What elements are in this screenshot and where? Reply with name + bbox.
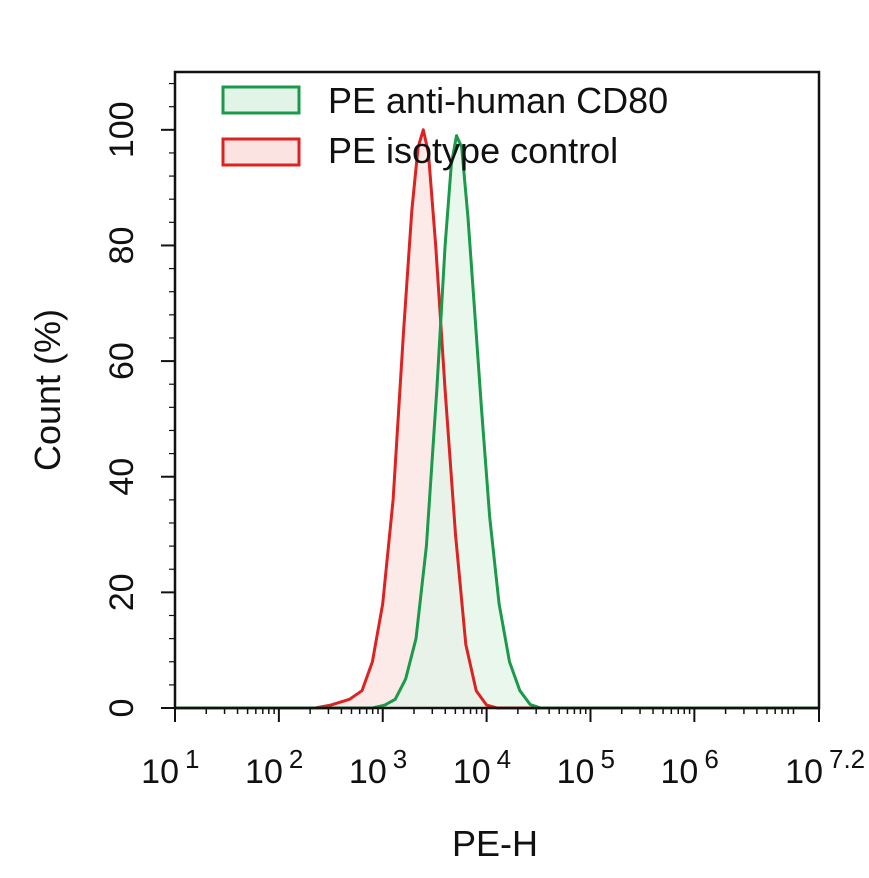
x-tick-base: 10 (661, 753, 699, 791)
y-tick-label-60: 60 (103, 342, 141, 380)
x-tick-exponent: 6 (704, 744, 718, 774)
series-layer (175, 128, 819, 710)
x-tick-label-4: 10 5 (557, 744, 615, 791)
x-tick-base: 10 (141, 753, 179, 791)
x-axis-title: PE-H (452, 823, 538, 864)
y-tick-labels: 0 20 40 60 80 100 (103, 101, 141, 717)
x-tick-exponent: 7.2 (829, 744, 865, 774)
ticks-layer (161, 82, 820, 722)
y-tick-label-20: 20 (103, 573, 141, 611)
x-tick-label-3: 10 4 (453, 744, 511, 791)
y-tick-label-100: 100 (103, 101, 141, 158)
series-line-1 (175, 128, 819, 710)
x-tick-base: 10 (453, 753, 491, 791)
series-line-0 (175, 134, 819, 710)
y-tick-label-40: 40 (103, 458, 141, 496)
x-tick-base: 10 (245, 753, 283, 791)
x-tick-exponent: 1 (185, 744, 199, 774)
plot-frame (173, 70, 821, 710)
x-tick-exponent: 4 (497, 744, 511, 774)
x-tick-label-0: 10 1 (141, 744, 199, 791)
x-tick-base: 10 (785, 753, 823, 791)
x-tick-exponent: 5 (600, 744, 614, 774)
x-tick-base: 10 (557, 753, 595, 791)
legend: PE anti-human CD80 PE isotype control (221, 80, 668, 171)
x-tick-label-6: 10 7.2 (785, 744, 865, 791)
y-tick-label-80: 80 (103, 227, 141, 265)
legend-label-cd80: PE anti-human CD80 (328, 80, 668, 121)
legend-label-isotype: PE isotype control (328, 130, 618, 171)
y-axis-title: Count (%) (27, 309, 68, 471)
x-tick-label-2: 10 3 (349, 744, 407, 791)
x-tick-labels: 10 1 10 2 10 3 10 4 10 5 10 6 10 7.2 (141, 744, 865, 791)
y-tick-label-0: 0 (103, 699, 141, 718)
legend-swatch-cd80 (221, 85, 301, 115)
legend-swatch-isotype (221, 137, 301, 167)
x-tick-label-1: 10 2 (245, 744, 303, 791)
x-tick-exponent: 2 (289, 744, 303, 774)
x-tick-label-5: 10 6 (661, 744, 719, 791)
x-tick-base: 10 (349, 753, 387, 791)
x-tick-exponent: 3 (393, 744, 407, 774)
